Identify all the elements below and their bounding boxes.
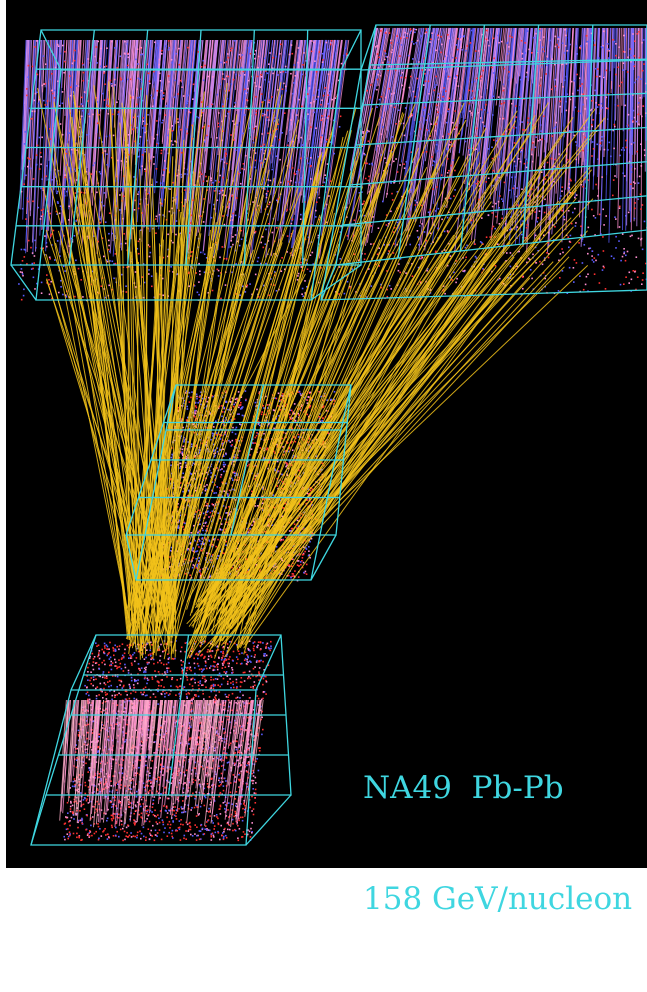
vertex-tpc-1-streaks	[60, 700, 264, 827]
caption-energy: 158 GeV/nucleon	[363, 881, 632, 918]
caption-experiment: NA49 Pb-Pb	[363, 770, 632, 807]
event-caption: NA49 Pb-Pb 158 GeV/nucleon	[363, 696, 632, 992]
event-display: NA49 Pb-Pb 158 GeV/nucleon	[6, 0, 647, 868]
